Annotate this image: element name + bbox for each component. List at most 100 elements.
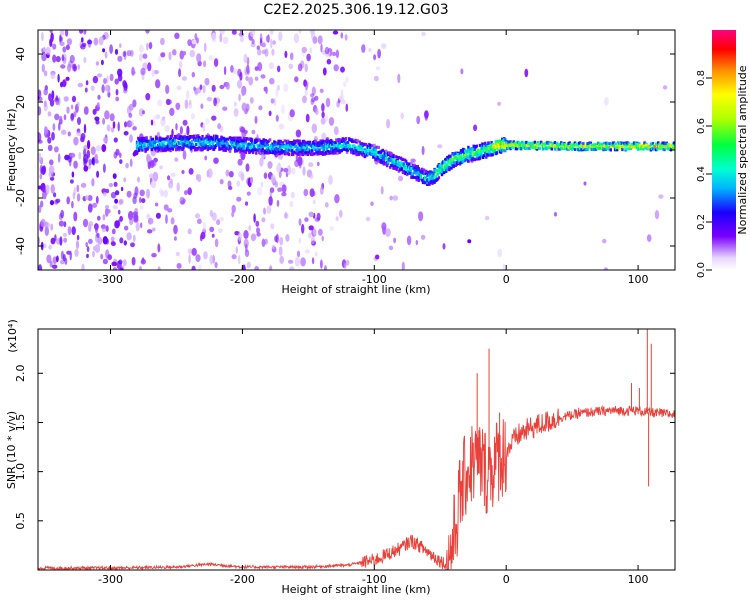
heatmap-cell bbox=[349, 145, 352, 149]
heatmap-speckle bbox=[296, 250, 301, 258]
heatmap-cell bbox=[137, 142, 140, 146]
heatmap-cell bbox=[387, 153, 390, 157]
heatmap-speckle bbox=[149, 173, 154, 179]
heatmap-speckle bbox=[87, 39, 93, 45]
heatmap-cell bbox=[425, 169, 428, 173]
y-tick-label: 1.0 bbox=[14, 463, 27, 481]
heatmap-cell bbox=[494, 140, 497, 144]
heatmap-cell bbox=[667, 143, 671, 147]
heatmap-cell bbox=[416, 165, 419, 168]
heatmap-speckle bbox=[397, 175, 404, 182]
heatmap-speckle bbox=[361, 44, 366, 53]
heatmap-cell bbox=[369, 144, 372, 148]
heatmap-speckle bbox=[114, 198, 118, 204]
heatmap-speckle bbox=[196, 37, 199, 44]
heatmap-speckle bbox=[49, 98, 55, 107]
heatmap-cell bbox=[457, 155, 461, 158]
heatmap-speckle bbox=[320, 259, 323, 269]
heatmap-speckle bbox=[312, 199, 316, 205]
heatmap-speckle bbox=[658, 194, 664, 199]
heatmap-speckle bbox=[386, 118, 391, 129]
heatmap-speckle bbox=[266, 205, 272, 214]
heatmap-speckle bbox=[295, 129, 302, 138]
heatmap-speckle bbox=[314, 252, 318, 257]
heatmap-cell bbox=[303, 149, 307, 152]
heatmap-speckle bbox=[191, 265, 196, 270]
heatmap-speckle bbox=[237, 232, 242, 241]
heatmap-cell bbox=[329, 140, 332, 144]
heatmap-speckle bbox=[288, 63, 294, 70]
heatmap-speckle bbox=[41, 52, 47, 62]
heatmap-speckle bbox=[321, 103, 325, 112]
heatmap-speckle bbox=[321, 132, 327, 141]
heatmap-cell bbox=[412, 175, 415, 179]
heatmap-speckle bbox=[289, 200, 294, 208]
heatmap-speckle bbox=[662, 85, 668, 90]
heatmap-speckle bbox=[245, 76, 249, 81]
heatmap-cell bbox=[324, 150, 328, 154]
heatmap-speckle bbox=[602, 238, 607, 244]
heatmap-cell bbox=[353, 145, 356, 149]
heatmap-cell bbox=[497, 146, 501, 150]
heatmap-speckle bbox=[40, 218, 46, 228]
heatmap-speckle bbox=[268, 196, 273, 206]
heatmap-speckle bbox=[100, 253, 104, 260]
heatmap-speckle bbox=[317, 35, 323, 45]
heatmap-speckle bbox=[308, 232, 312, 239]
heatmap-cell bbox=[498, 139, 502, 143]
heatmap-speckle bbox=[77, 64, 80, 70]
heatmap-speckle bbox=[73, 186, 77, 196]
heatmap-cell bbox=[244, 139, 247, 142]
heatmap-cell bbox=[206, 148, 209, 152]
heatmap-cell bbox=[566, 143, 569, 147]
heatmap-speckle bbox=[324, 46, 330, 55]
heatmap-speckle bbox=[311, 257, 315, 265]
heatmap-speckle bbox=[238, 171, 243, 178]
y-tick-label: -20 bbox=[14, 189, 27, 207]
heatmap-cell bbox=[550, 147, 553, 151]
heatmap-cell bbox=[490, 141, 493, 144]
heatmap-speckle bbox=[45, 184, 50, 194]
heatmap-cell bbox=[337, 138, 340, 141]
heatmap-cell bbox=[160, 145, 163, 149]
heatmap-speckle bbox=[345, 103, 349, 112]
heatmap-speckle bbox=[81, 263, 85, 270]
heatmap-cell bbox=[146, 147, 149, 151]
heatmap-speckle bbox=[55, 100, 60, 106]
heatmap-cell bbox=[382, 158, 386, 162]
heatmap-speckle bbox=[90, 146, 96, 155]
heatmap-speckle bbox=[139, 53, 143, 62]
heatmap-cell bbox=[374, 149, 377, 153]
heatmap-cell bbox=[218, 140, 221, 144]
heatmap-speckle bbox=[375, 254, 380, 260]
heatmap-cell bbox=[484, 146, 487, 150]
heatmap-speckle bbox=[332, 51, 337, 57]
heatmap-speckle bbox=[176, 263, 182, 269]
heatmap-cell bbox=[384, 157, 388, 160]
heatmap-speckle bbox=[310, 236, 315, 245]
heatmap-speckle bbox=[234, 231, 240, 236]
heatmap-cell bbox=[614, 142, 618, 146]
heatmap-speckle bbox=[163, 189, 169, 198]
heatmap-cell bbox=[196, 148, 199, 152]
heatmap-speckle bbox=[168, 51, 172, 61]
heatmap-cell bbox=[504, 138, 507, 142]
heatmap-cell bbox=[501, 137, 504, 141]
heatmap-speckle bbox=[230, 65, 234, 73]
heatmap-cell bbox=[434, 173, 437, 177]
heatmap-speckle bbox=[103, 136, 108, 144]
heatmap-isolated-point bbox=[467, 239, 472, 244]
x-tick-label: -200 bbox=[230, 573, 255, 586]
heatmap-speckle bbox=[473, 124, 478, 132]
heatmap-cell bbox=[199, 140, 202, 144]
heatmap-cell bbox=[470, 147, 473, 151]
heatmap-speckle bbox=[142, 53, 148, 59]
heatmap-speckle bbox=[70, 112, 75, 122]
heatmap-cell bbox=[238, 144, 241, 147]
spectrogram-x-label: Height of straight line (km) bbox=[281, 283, 430, 296]
heatmap-speckle bbox=[206, 96, 212, 102]
heatmap-cell bbox=[406, 162, 409, 166]
heatmap-cell bbox=[372, 155, 375, 159]
heatmap-cell bbox=[278, 152, 281, 156]
heatmap-speckle bbox=[311, 123, 317, 134]
